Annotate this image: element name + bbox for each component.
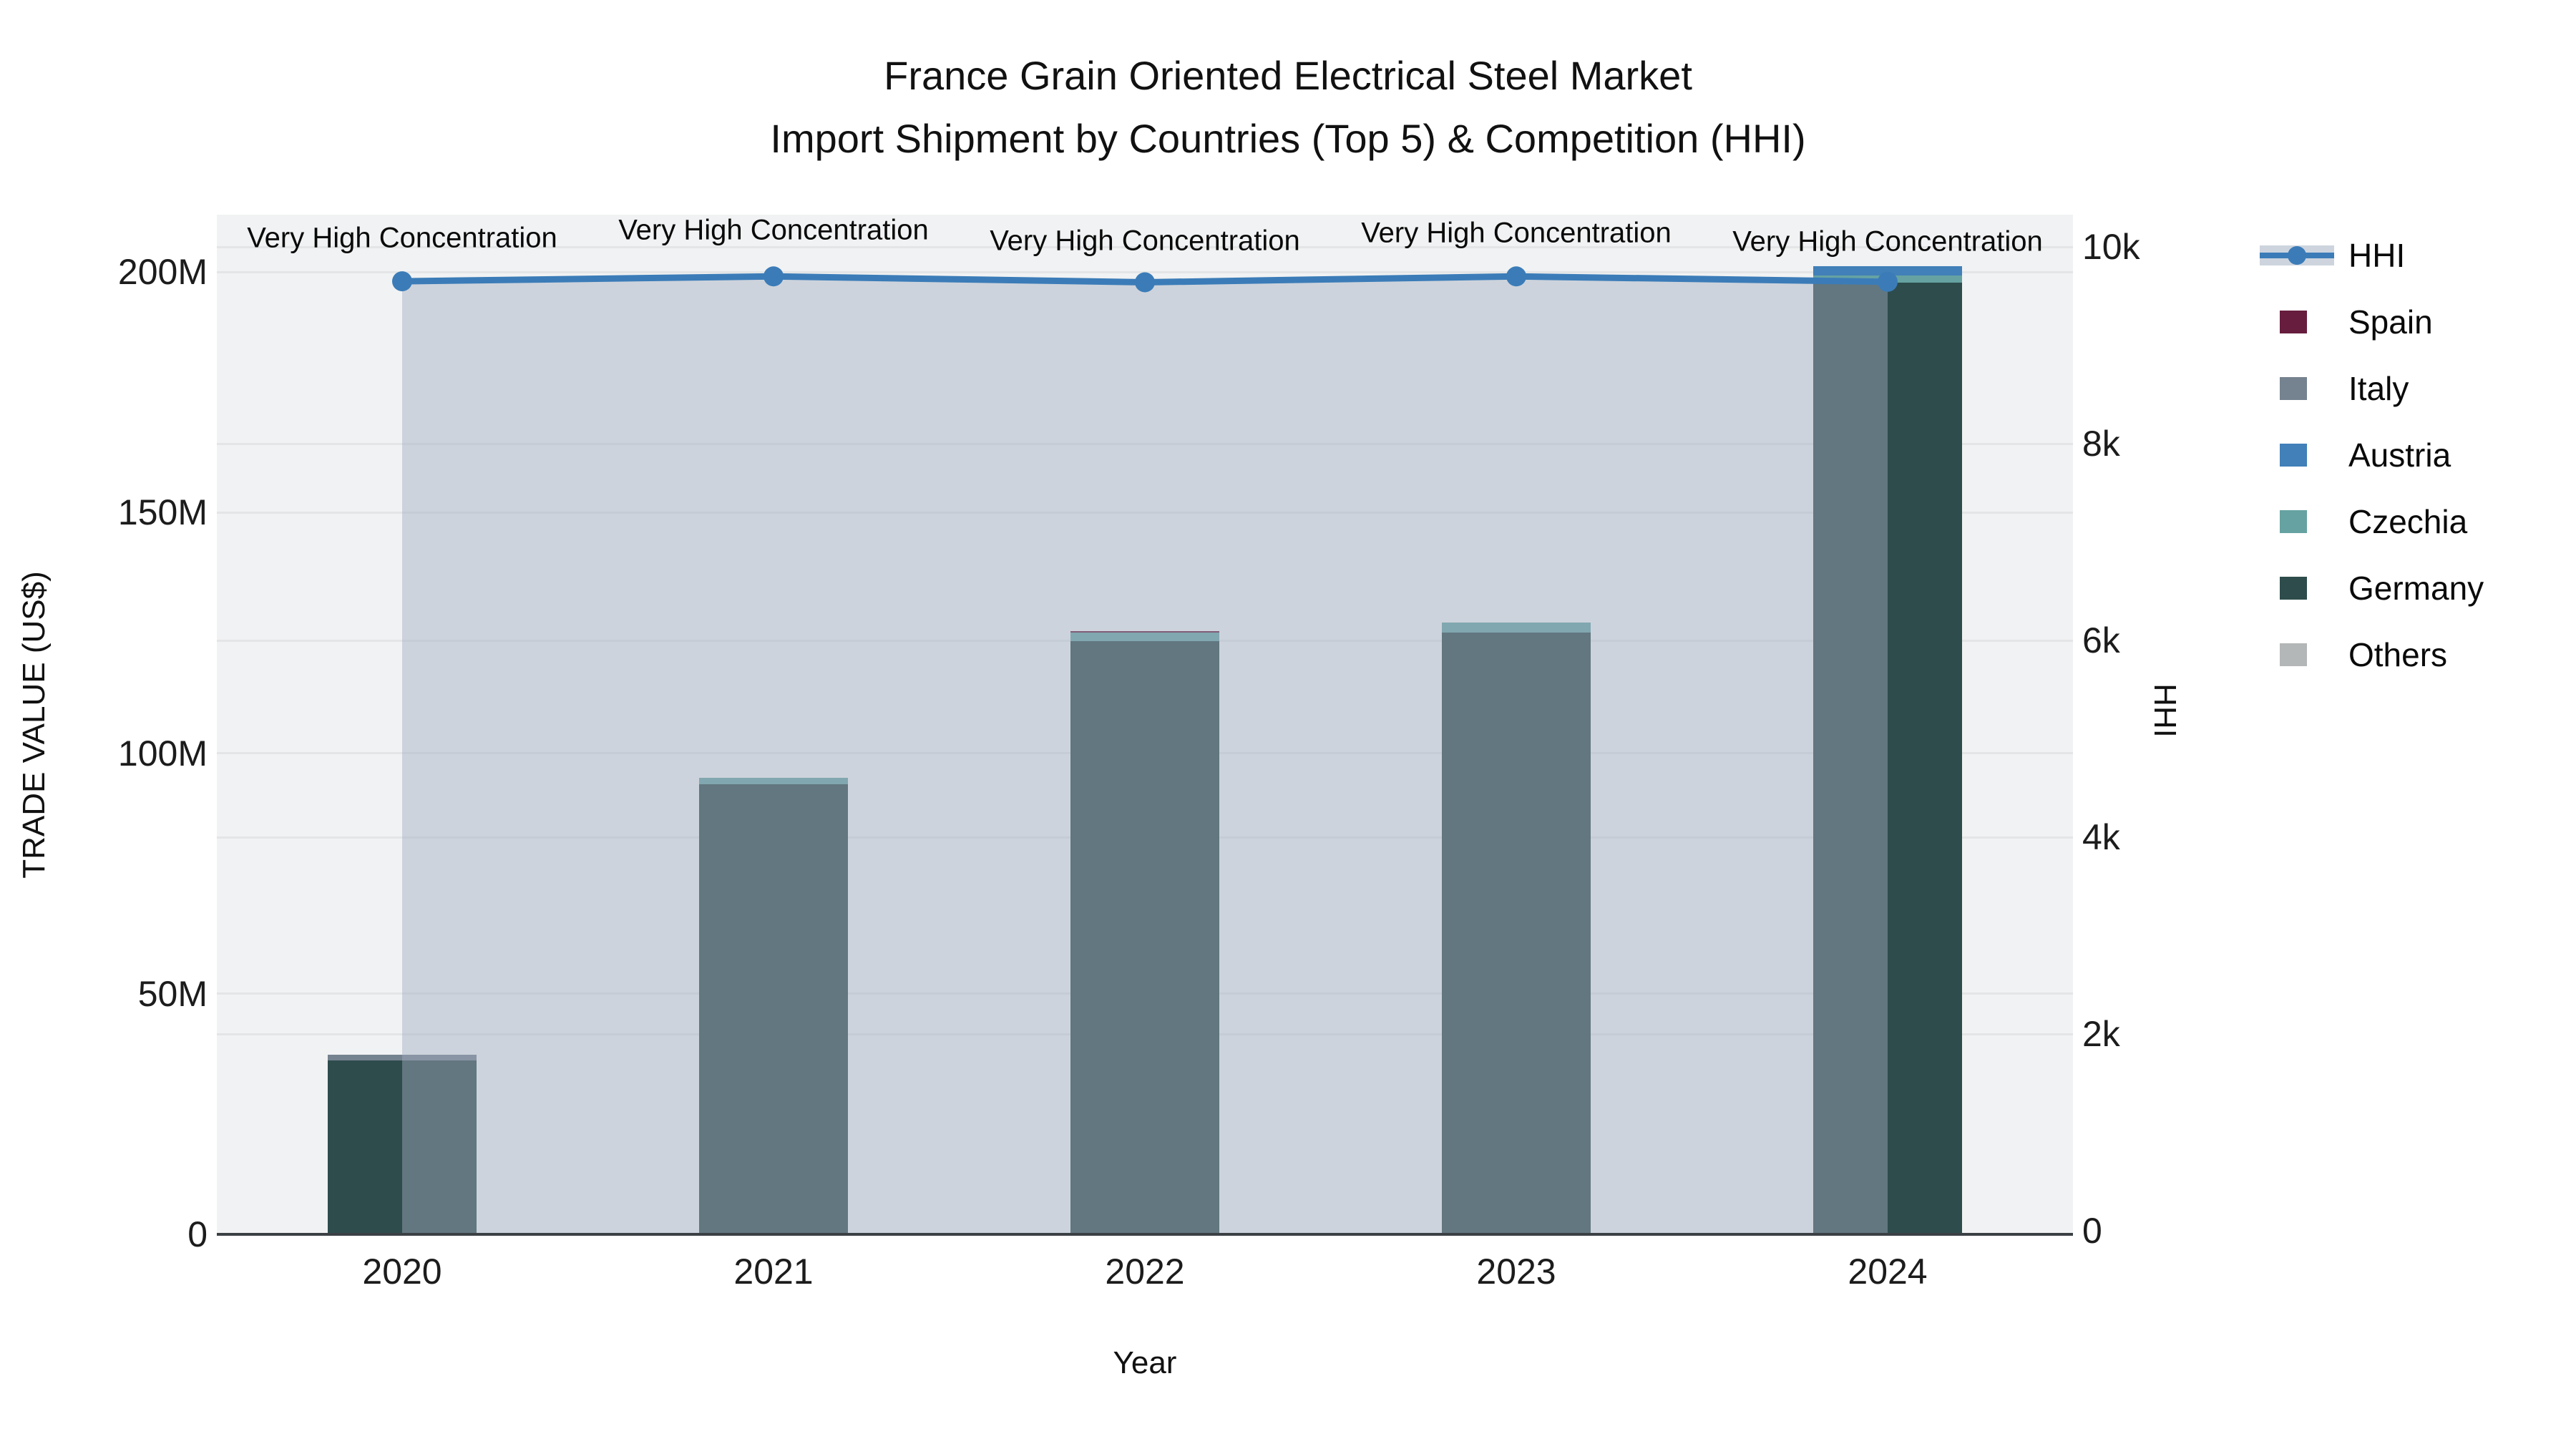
hhi-line-layer	[392, 266, 1898, 1234]
legend-item-hhi[interactable]: HHI	[2254, 222, 2405, 288]
hhi-marker-2024[interactable]	[1878, 271, 1898, 292]
chart-title-line1: France Grain Oriented Electrical Steel M…	[884, 53, 1692, 98]
xtick-2020: 2020	[362, 1252, 442, 1292]
bar-segment-germany-2022[interactable]	[1070, 641, 1219, 1234]
bar-segment-italy-2020[interactable]	[328, 1055, 477, 1060]
ytick-left-0: 0	[187, 1214, 208, 1254]
ytick-right-2k: 2k	[2082, 1014, 2120, 1054]
gridline-trade-200M	[217, 270, 2073, 273]
legend-item-others[interactable]: Others	[2254, 621, 2447, 688]
bar-segment-germany-2020[interactable]	[328, 1060, 477, 1234]
legend-icon-zone	[2254, 488, 2338, 555]
legend-label-others: Others	[2348, 635, 2448, 673]
legend-swatch-germany	[2280, 576, 2307, 600]
ytick-right-4k: 4k	[2082, 817, 2120, 857]
xtick-2023: 2023	[1476, 1252, 1556, 1292]
legend-swatch-others	[2280, 643, 2307, 666]
hhi-marker-2021[interactable]	[763, 266, 784, 287]
x-axis-title: Year	[1113, 1345, 1177, 1380]
legend-swatch-czechia	[2280, 509, 2307, 533]
legend-icon-zone	[2254, 555, 2338, 621]
chart-title: France Grain Oriented Electrical Steel M…	[0, 44, 2576, 170]
xtick-2021: 2021	[733, 1252, 814, 1292]
ytick-left-100M: 100M	[117, 733, 208, 774]
y-axis-title-left: TRADE VALUE (US$)	[16, 571, 52, 879]
legend-icon-zone	[2254, 222, 2338, 288]
legend-icon-zone	[2254, 621, 2338, 688]
bar-segment-germany-2023[interactable]	[1442, 633, 1591, 1234]
legend-label-germany: Germany	[2348, 569, 2484, 607]
bar-segment-austria-2024[interactable]	[1813, 265, 1962, 276]
annotation-2024: Very High Concentration	[1732, 225, 2043, 258]
bar-segment-spain-2022[interactable]	[1070, 630, 1219, 633]
legend-item-spain[interactable]: Spain	[2254, 288, 2433, 355]
annotation-2020: Very High Concentration	[247, 222, 557, 254]
bar-segment-germany-2021[interactable]	[699, 784, 848, 1234]
legend-label-spain: Spain	[2348, 303, 2433, 341]
gridline-trade-150M	[217, 511, 2073, 514]
legend-item-italy[interactable]: Italy	[2254, 355, 2409, 421]
annotation-2021: Very High Concentration	[618, 214, 929, 246]
legend-item-austria[interactable]: Austria	[2254, 421, 2451, 488]
legend-swatch-italy	[2280, 376, 2307, 400]
bar-segment-czechia-2023[interactable]	[1442, 623, 1591, 633]
x-axis-line	[217, 1233, 2073, 1236]
hhi-marker-2020[interactable]	[392, 271, 412, 292]
xtick-2022: 2022	[1105, 1252, 1185, 1292]
legend-label-italy: Italy	[2348, 369, 2409, 407]
chart-title-line2: Import Shipment by Countries (Top 5) & C…	[770, 116, 1806, 161]
legend-icon-zone	[2254, 355, 2338, 421]
legend-icon-zone	[2254, 421, 2338, 488]
ytick-right-10k: 10k	[2082, 227, 2140, 267]
legend-label-hhi: HHI	[2348, 236, 2406, 274]
annotation-2023: Very High Concentration	[1361, 217, 1672, 249]
legend-label-czechia: Czechia	[2348, 502, 2468, 540]
legend-item-germany[interactable]: Germany	[2254, 555, 2484, 621]
ytick-left-50M: 50M	[137, 973, 208, 1014]
legend-label-austria: Austria	[2348, 436, 2451, 474]
gridline-hhi-10000	[217, 245, 2073, 248]
legend-swatch-spain	[2280, 310, 2307, 333]
ytick-left-150M: 150M	[117, 492, 208, 533]
xtick-2024: 2024	[1848, 1252, 1928, 1292]
hhi-marker-2022[interactable]	[1135, 272, 1155, 293]
legend-item-czechia[interactable]: Czechia	[2254, 488, 2467, 555]
ytick-right-8k: 8k	[2082, 424, 2120, 464]
y-axis-title-right: HHI	[2147, 683, 2182, 738]
gridline-hhi-8000	[217, 442, 2073, 445]
ytick-right-6k: 6k	[2082, 620, 2120, 660]
plot-area: Very High Concentration Very High Concent…	[217, 214, 2073, 1236]
hhi-line-legend-icon	[2260, 245, 2334, 265]
legend-icon-zone	[2254, 288, 2338, 355]
hhi-marker-2023[interactable]	[1506, 266, 1526, 287]
ytick-right-0: 0	[2082, 1211, 2102, 1251]
bar-segment-germany-2024[interactable]	[1813, 283, 1962, 1234]
bar-segment-czechia-2022[interactable]	[1070, 633, 1219, 642]
legend-swatch-austria	[2280, 443, 2307, 467]
ytick-left-200M: 200M	[117, 252, 208, 292]
hhi-area-fill	[402, 276, 1888, 1234]
bar-segment-czechia-2021[interactable]	[699, 778, 848, 784]
hhi-line-sample-marker	[2288, 245, 2306, 265]
annotation-2022: Very High Concentration	[990, 225, 1300, 257]
